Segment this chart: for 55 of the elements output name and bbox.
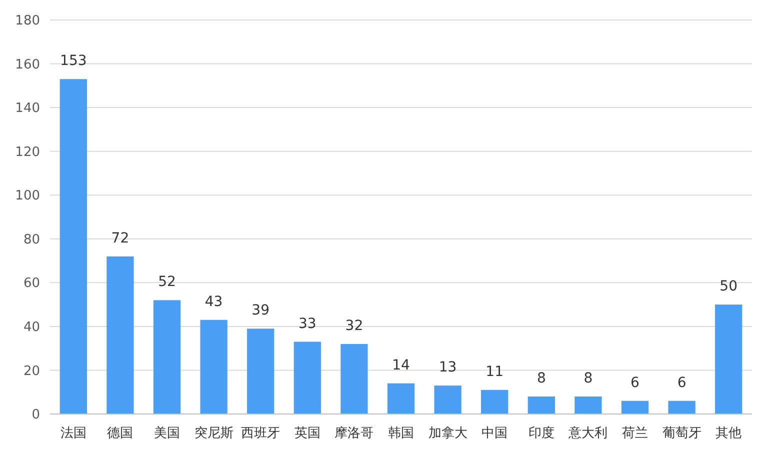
y-tick-label: 20 [23, 364, 40, 379]
data-label: 11 [486, 364, 504, 380]
bar [715, 304, 742, 414]
data-label: 50 [720, 278, 738, 295]
data-label: 43 [204, 294, 223, 310]
y-tick-label: 60 [23, 276, 40, 292]
bar [106, 256, 134, 414]
bar [294, 342, 321, 414]
y-tick-label: 160 [15, 57, 40, 72]
bar [200, 320, 228, 414]
bar [247, 328, 274, 414]
x-tick-label: 中国 [482, 426, 508, 441]
y-tick-label: 140 [15, 101, 40, 116]
bar [60, 79, 87, 414]
x-tick-label: 韩国 [388, 426, 414, 441]
x-tick-label: 突尼斯 [194, 426, 234, 441]
y-tick-label: 120 [15, 144, 40, 160]
data-label: 153 [60, 53, 87, 70]
data-label: 8 [584, 370, 593, 386]
bar [153, 300, 181, 414]
x-tick-label: 德国 [107, 426, 134, 441]
x-tick-label: 意大利 [568, 426, 608, 441]
x-tick-label: 法国 [60, 426, 86, 441]
bar [574, 396, 602, 414]
x-tick-label: 西班牙 [241, 426, 280, 441]
data-label: 6 [630, 374, 640, 391]
bar [481, 390, 508, 414]
y-tick-label: 80 [23, 232, 40, 248]
y-tick-label: 40 [23, 320, 40, 335]
data-label: 39 [252, 302, 270, 319]
x-tick-label: 荷兰 [622, 426, 648, 441]
y-tick-label: 0 [32, 408, 40, 423]
x-tick-label: 其他 [716, 426, 742, 441]
bar [668, 400, 696, 414]
y-tick-label: 100 [15, 188, 40, 204]
x-tick-label: 英国 [294, 426, 320, 441]
x-tick-label: 摩洛哥 [334, 426, 374, 441]
data-label: 32 [345, 318, 364, 334]
y-tick-label: 180 [15, 14, 40, 29]
bar [387, 383, 415, 414]
x-tick-label: 加拿大 [428, 426, 468, 441]
bar [434, 386, 462, 414]
data-label: 52 [158, 274, 176, 290]
data-label: 72 [111, 230, 130, 246]
bar [621, 400, 649, 414]
data-label: 14 [392, 357, 410, 374]
bar [340, 344, 368, 414]
x-tick-label: 葡萄牙 [662, 426, 702, 441]
x-tick-label: 印度 [528, 425, 554, 441]
data-label: 33 [298, 316, 316, 332]
data-label: 8 [536, 370, 546, 386]
data-label: 6 [677, 374, 686, 391]
data-label: 13 [438, 360, 457, 376]
bar [528, 396, 555, 414]
x-tick-label: 美国 [154, 425, 180, 441]
